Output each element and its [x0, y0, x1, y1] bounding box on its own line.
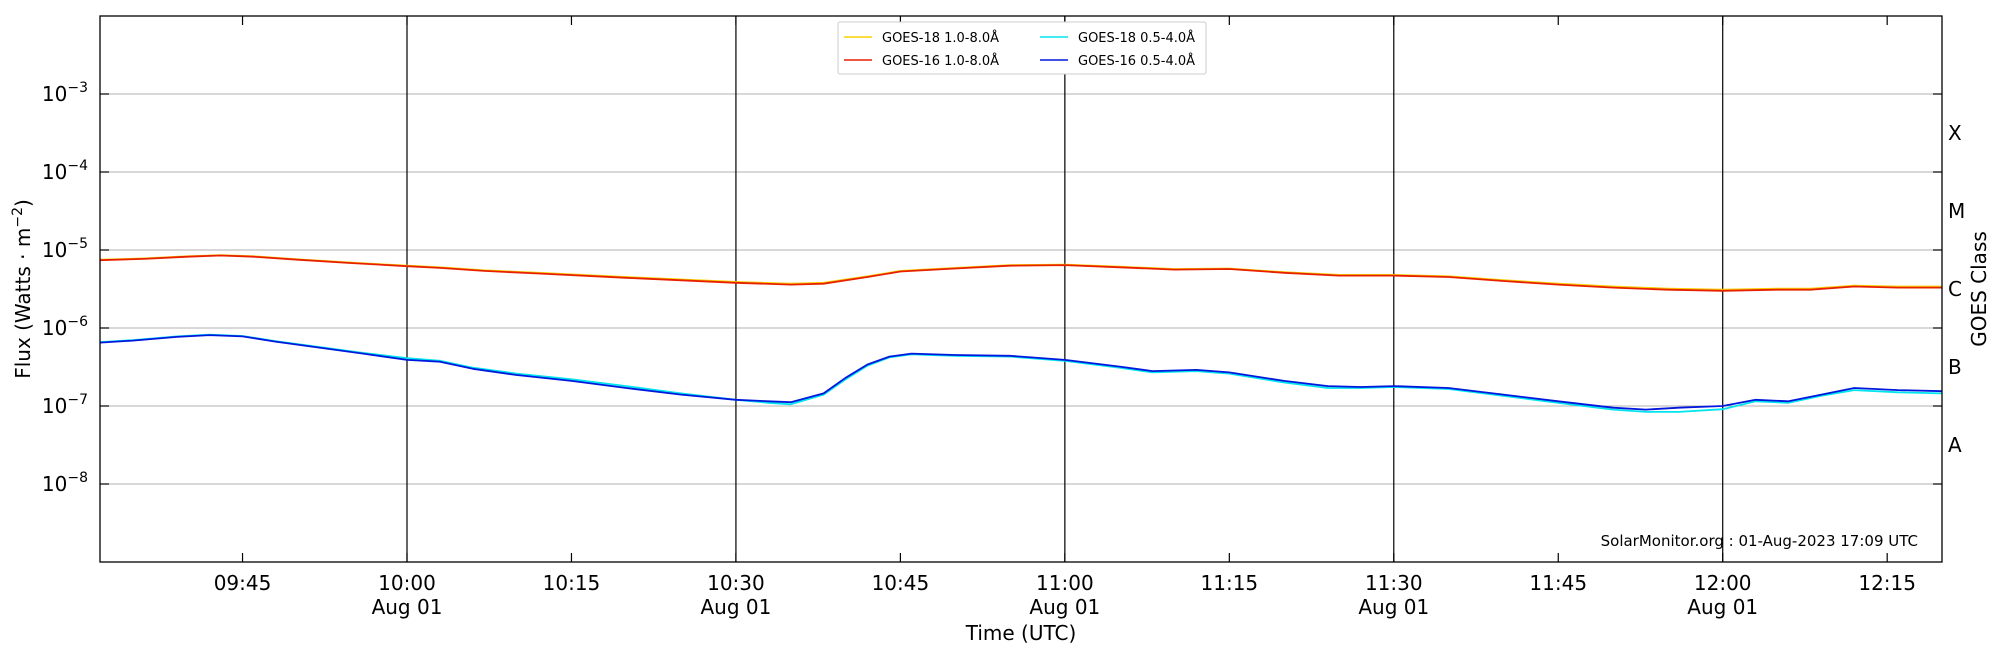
x-tick-date-label: Aug 01: [1358, 595, 1429, 619]
x-tick-label: 10:15: [543, 571, 601, 595]
vertical-lines-layer: [406, 16, 1724, 562]
x-tick-date-label: Aug 01: [1687, 595, 1758, 619]
legend-label: GOES-18 0.5-4.0Å: [1078, 30, 1195, 46]
y-axis-title-main: Flux (Watts · m: [11, 228, 35, 379]
y-tick-exponent: −8: [67, 470, 88, 486]
x-tick-label: 10:30: [707, 571, 765, 595]
y-tick-base: 10: [42, 238, 67, 262]
y-tick-base: 10: [42, 82, 67, 106]
series-line-1: [99, 254, 1942, 292]
y-tick-label: 10−4: [42, 158, 88, 184]
x-tick-label: 10:00: [378, 571, 436, 595]
series-line-3: [99, 334, 1943, 411]
y-axis-title-close: ): [11, 199, 35, 207]
goes-class-label: A: [1948, 433, 1962, 457]
y-tick-label: 10−3: [42, 80, 88, 106]
legend-label: GOES-16 0.5-4.0Å: [1078, 53, 1195, 69]
y-tick-exponent: −5: [67, 236, 88, 252]
y-axis-title-exp: −2: [10, 207, 26, 228]
y-tick-base: 10: [42, 316, 67, 340]
x-tick-label: 11:15: [1201, 571, 1259, 595]
x-tick-label: 12:15: [1858, 571, 1916, 595]
y-ticks-layer: 10−810−710−610−510−410−3: [42, 80, 1942, 496]
goes-class-axis-title: GOES Class: [1967, 231, 1991, 347]
goes-class-label: X: [1948, 121, 1962, 145]
x-tick-date-label: Aug 01: [700, 595, 771, 619]
legend-label: GOES-18 1.0-8.0Å: [882, 30, 999, 46]
y-axis-title: Flux (Watts · m−2): [10, 199, 35, 379]
y-tick-exponent: −4: [67, 158, 88, 174]
legend-box: [837, 21, 1207, 75]
goes-class-label: M: [1948, 199, 1965, 223]
y-tick-base: 10: [42, 394, 67, 418]
y-tick-exponent: −7: [67, 392, 88, 408]
y-tick-exponent: −6: [67, 314, 88, 330]
y-tick-label: 10−6: [42, 314, 88, 340]
goes-class-label: C: [1948, 277, 1962, 301]
goes-class-layer: A B C M X: [1948, 121, 1965, 457]
x-axis-title: Time (UTC): [965, 621, 1077, 645]
x-tick-label: 11:45: [1529, 571, 1587, 595]
x-tick-label: 11:30: [1365, 571, 1423, 595]
goes-class-label: B: [1948, 355, 1962, 379]
plot-frame: [99, 15, 1943, 563]
x-tick-label: 11:00: [1036, 571, 1094, 595]
y-tick-label: 10−5: [42, 236, 88, 262]
x-tick-date-label: Aug 01: [372, 595, 443, 619]
y-tick-label: 10−7: [42, 392, 88, 418]
credit-text: SolarMonitor.org : 01-Aug-2023 17:09 UTC: [1601, 532, 1918, 550]
y-tick-label: 10−8: [42, 470, 88, 496]
legend-label: GOES-16 1.0-8.0Å: [882, 53, 999, 69]
y-tick-exponent: −3: [67, 80, 88, 96]
x-tick-label: 10:45: [872, 571, 930, 595]
y-tick-base: 10: [42, 160, 67, 184]
legend: GOES-18 1.0-8.0Å GOES-18 0.5-4.0Å GOES-16 …: [837, 21, 1207, 75]
x-tick-date-label: Aug 01: [1029, 595, 1100, 619]
x-tick-label: 12:00: [1694, 571, 1752, 595]
x-tick-label: 09:45: [214, 571, 272, 595]
y-tick-base: 10: [42, 472, 67, 496]
series-layer: [99, 254, 1943, 413]
